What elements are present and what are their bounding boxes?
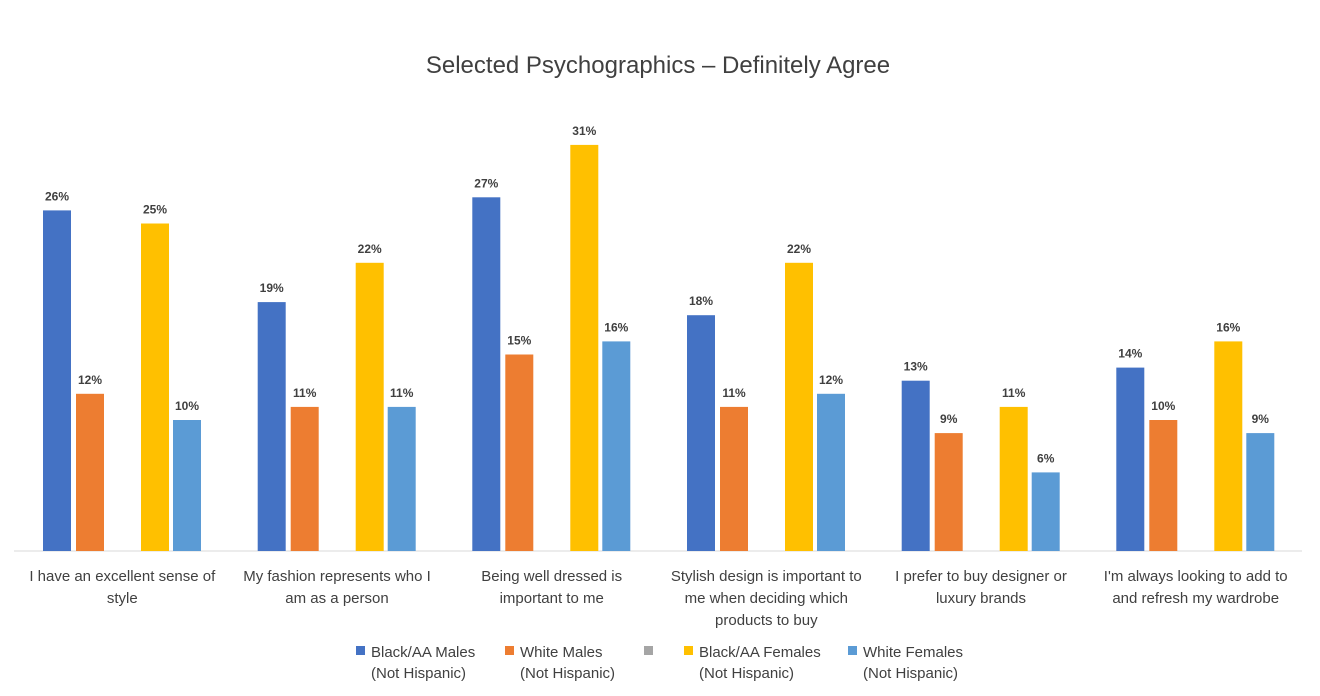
legend-swatch [684, 646, 693, 655]
category-label: Stylish design is important to [671, 568, 862, 585]
data-label: 19% [260, 281, 284, 295]
bar-s0-c1 [257, 302, 286, 551]
category-label: and refresh my wardrobe [1112, 590, 1279, 607]
data-label: 22% [787, 242, 811, 256]
data-label: 16% [604, 320, 628, 334]
category-label: style [107, 590, 138, 607]
category-label: luxury brands [936, 590, 1026, 607]
legend-label: (Not Hispanic) [863, 665, 958, 682]
category-label: important to me [500, 590, 604, 607]
category-label: I have an excellent sense of [29, 568, 216, 585]
data-label: 11% [1002, 386, 1026, 400]
chart-title: Selected Psychographics – Definitely Agr… [426, 52, 890, 79]
data-label: 26% [45, 189, 69, 203]
data-label: 12% [78, 373, 102, 387]
category-label: Being well dressed is [481, 568, 622, 585]
legend-label: (Not Hispanic) [371, 665, 466, 682]
legend-label: Black/AA Females [699, 644, 821, 661]
bar-s4-c4 [1031, 472, 1060, 551]
bar-s1-c0 [76, 393, 104, 551]
data-label: 10% [175, 399, 199, 413]
bar-s0-c3 [687, 315, 715, 551]
legend-swatch [356, 646, 365, 655]
data-labels-layer: 26% 19% 27% 18% 13% 14% 12% 11% 15% 11% 9% 10% 25% 22… [45, 124, 1269, 466]
bar-s4-c0 [173, 420, 201, 551]
data-label: 12% [819, 373, 843, 387]
category-label: me when deciding which [685, 590, 848, 607]
legend-swatch [848, 646, 857, 655]
legend-label: Black/AA Males [371, 644, 475, 661]
legend-label: (Not Hispanic) [699, 665, 794, 682]
bar-s4-c5 [1246, 433, 1275, 551]
data-label: 9% [1252, 412, 1270, 426]
category-label: My fashion represents who I [243, 568, 431, 585]
legend-label: (Not Hispanic) [520, 665, 615, 682]
legend-label: White Males [520, 644, 603, 661]
data-label: 11% [293, 386, 317, 400]
bar-s3-c3 [785, 262, 813, 551]
bar-s1-c4 [934, 433, 963, 551]
data-label: 27% [474, 176, 498, 190]
bar-s1-c1 [290, 406, 319, 551]
category-label: products to buy [715, 612, 818, 629]
bars-layer [43, 144, 1275, 552]
bar-s3-c4 [999, 406, 1028, 551]
data-label: 14% [1118, 347, 1142, 361]
bar-s0-c4 [901, 380, 930, 551]
bar-s0-c0 [43, 210, 71, 551]
legend-swatch [644, 646, 653, 655]
category-label: am as a person [285, 590, 388, 607]
category-label: I'm always looking to add to [1104, 568, 1288, 585]
legend-swatch [505, 646, 514, 655]
bar-s1-c5 [1149, 420, 1178, 551]
bar-s1-c2 [505, 354, 534, 551]
data-label: 18% [689, 294, 713, 308]
category-label: I prefer to buy designer or [895, 568, 1067, 585]
bar-s4-c2 [602, 341, 631, 551]
bar-s0-c2 [472, 197, 501, 552]
category-labels-layer: I have an excellent sense of style My fash… [29, 568, 1287, 629]
legend-label: White Females [863, 644, 963, 661]
data-label: 9% [940, 412, 958, 426]
bar-s3-c1 [355, 262, 384, 551]
legend: Black/AA Males (Not Hispanic) White Males (… [356, 644, 963, 682]
data-label: 10% [1151, 399, 1175, 413]
data-label: 25% [143, 203, 167, 217]
bar-s3-c0 [141, 223, 169, 551]
data-label: 15% [507, 334, 531, 348]
data-label: 11% [722, 386, 746, 400]
bar-s4-c3 [817, 393, 845, 551]
data-label: 11% [390, 386, 414, 400]
bar-s4-c1 [387, 406, 416, 551]
bar-s1-c3 [720, 406, 748, 551]
data-label: 13% [904, 360, 928, 374]
bar-s3-c5 [1214, 341, 1243, 551]
data-label: 6% [1037, 451, 1055, 465]
data-label: 31% [572, 124, 596, 138]
bar-s0-c5 [1116, 367, 1145, 551]
data-label: 16% [1216, 320, 1240, 334]
data-label: 22% [358, 242, 382, 256]
bar-s3-c2 [570, 144, 599, 551]
